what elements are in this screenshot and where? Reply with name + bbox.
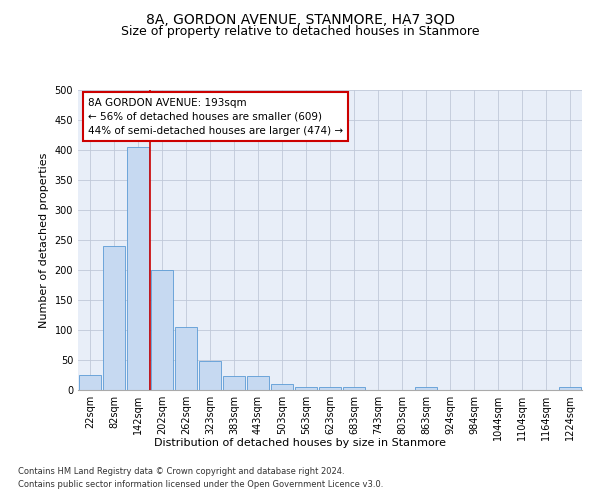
Text: Distribution of detached houses by size in Stanmore: Distribution of detached houses by size … — [154, 438, 446, 448]
Bar — [295, 387, 317, 390]
Text: Size of property relative to detached houses in Stanmore: Size of property relative to detached ho… — [121, 25, 479, 38]
Y-axis label: Number of detached properties: Number of detached properties — [39, 152, 49, 328]
Text: 8A, GORDON AVENUE, STANMORE, HA7 3QD: 8A, GORDON AVENUE, STANMORE, HA7 3QD — [146, 12, 455, 26]
Bar — [79, 375, 101, 390]
Bar — [559, 387, 581, 390]
Bar — [199, 361, 221, 390]
Bar — [175, 327, 197, 390]
Bar — [151, 270, 173, 390]
Bar — [319, 387, 341, 390]
Bar — [271, 384, 293, 390]
Text: Contains HM Land Registry data © Crown copyright and database right 2024.: Contains HM Land Registry data © Crown c… — [18, 468, 344, 476]
Bar — [343, 387, 365, 390]
Bar — [127, 147, 149, 390]
Bar — [103, 246, 125, 390]
Bar — [247, 376, 269, 390]
Text: Contains public sector information licensed under the Open Government Licence v3: Contains public sector information licen… — [18, 480, 383, 489]
Bar — [223, 376, 245, 390]
Text: 8A GORDON AVENUE: 193sqm
← 56% of detached houses are smaller (609)
44% of semi-: 8A GORDON AVENUE: 193sqm ← 56% of detach… — [88, 98, 343, 136]
Bar — [415, 387, 437, 390]
